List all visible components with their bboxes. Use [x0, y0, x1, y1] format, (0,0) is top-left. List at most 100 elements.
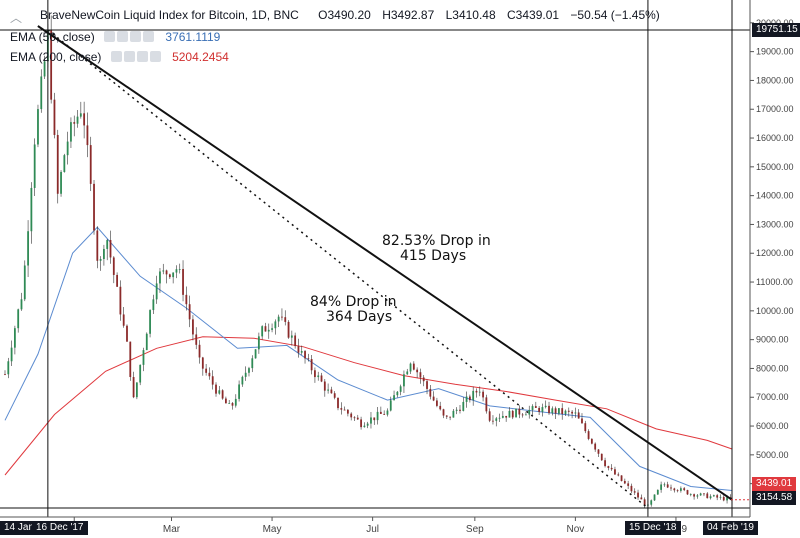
candle-body — [439, 405, 442, 410]
eye-icon[interactable] — [104, 31, 116, 42]
candle-body — [66, 141, 69, 156]
candle-body — [389, 400, 392, 411]
candle-body — [248, 368, 250, 373]
candle-body — [623, 480, 626, 484]
candle-body — [251, 358, 254, 369]
indicator-ema200[interactable]: EMA (200, close) 5204.2454 — [10, 50, 229, 64]
y-tick-label: 11000.00 — [756, 277, 793, 287]
candle-body — [73, 122, 76, 124]
annotation-line: 364 Days — [326, 309, 393, 325]
candle-body — [37, 109, 39, 145]
x-tick-label: May — [263, 524, 282, 535]
candle-body — [228, 403, 231, 404]
y-tick-label: 20000.00 — [756, 18, 794, 28]
candle-body — [660, 484, 663, 490]
trend-lines — [0, 0, 750, 517]
y-tick-label: 15000.00 — [756, 162, 794, 172]
candle-body — [63, 155, 66, 172]
gear-icon[interactable] — [123, 51, 135, 62]
candle-body — [277, 316, 280, 322]
candle-body — [551, 408, 554, 414]
close-icon[interactable] — [149, 51, 161, 62]
candle-body — [403, 374, 405, 387]
annotation-drop-2: 84% Drop in 364 Days — [310, 295, 396, 325]
candle-body — [663, 484, 666, 486]
price-tag-top: 19751.15 — [752, 23, 800, 37]
copy-icon[interactable] — [130, 31, 142, 42]
candle-body — [103, 248, 105, 260]
indicator-ema50[interactable]: EMA (50, close) 3761.1119 — [10, 30, 220, 44]
candle-body — [373, 417, 376, 421]
candle-body — [370, 417, 372, 424]
candle-body — [320, 375, 323, 382]
candle-body — [492, 420, 494, 422]
candle-body — [406, 371, 409, 375]
candle-body — [386, 410, 389, 415]
candle-body — [670, 487, 672, 489]
eye-icon[interactable] — [110, 51, 122, 62]
candle-body — [548, 405, 550, 414]
candle-body — [416, 369, 419, 373]
indicator-value: 5204.2454 — [172, 50, 229, 64]
candle-body — [617, 474, 620, 476]
candle-body — [452, 410, 455, 418]
candle-body — [4, 374, 6, 376]
candle-body — [139, 364, 142, 383]
candle-body — [683, 488, 686, 491]
candle-body — [515, 408, 517, 418]
candle-body — [600, 453, 603, 461]
candle-body — [165, 270, 168, 275]
candle-body — [353, 417, 356, 419]
candle-body — [142, 350, 145, 365]
candle-body — [495, 418, 498, 421]
candle-body — [10, 347, 13, 362]
candle-body — [712, 495, 715, 497]
candle-body — [676, 490, 679, 492]
price-tag-last: 3439.01 — [752, 477, 797, 491]
candle-body — [594, 443, 597, 450]
candle-body — [442, 409, 445, 416]
chevron-up-icon[interactable]: ︿ — [10, 11, 23, 25]
candle-body — [175, 269, 178, 273]
drop-dotted-line — [47, 29, 649, 509]
ohlc-close: C3439.01 — [507, 8, 560, 22]
candle-body — [159, 271, 161, 284]
candle-body — [155, 283, 158, 300]
candle-body — [333, 393, 336, 398]
candle-body — [284, 317, 287, 322]
y-tick-label: 8000.00 — [756, 363, 789, 373]
candle-body — [429, 388, 432, 397]
candle-body — [465, 396, 468, 402]
candle-body — [234, 398, 237, 406]
candle-body — [56, 134, 59, 194]
candle-body — [17, 309, 20, 329]
candle-body — [426, 381, 428, 389]
indicator-label: EMA (50, close) — [10, 30, 95, 44]
candle-body — [508, 410, 511, 418]
copy-icon[interactable] — [136, 51, 148, 62]
candle-body — [396, 391, 399, 396]
candle-body — [96, 230, 99, 261]
candle-body — [706, 493, 709, 499]
x-tick-label: Jul — [366, 524, 379, 535]
candle-body — [379, 411, 382, 414]
candle-body — [271, 328, 273, 330]
y-tick-label: 17000.00 — [756, 104, 794, 114]
candle-body — [304, 351, 306, 359]
candle-body — [126, 325, 128, 342]
candle-body — [488, 411, 491, 421]
ema-50-line — [4, 226, 733, 491]
candle-body — [409, 363, 412, 372]
candle-body — [590, 438, 593, 444]
gear-icon[interactable] — [117, 31, 129, 42]
date-tag-end: 04 Feb '19 — [703, 521, 758, 535]
close-icon[interactable] — [143, 31, 155, 42]
candle-body — [581, 418, 583, 424]
candle-body — [314, 370, 316, 378]
candle-body — [185, 294, 188, 305]
candle-body — [264, 326, 267, 332]
candle-body — [376, 411, 379, 421]
candle-body — [241, 376, 244, 385]
